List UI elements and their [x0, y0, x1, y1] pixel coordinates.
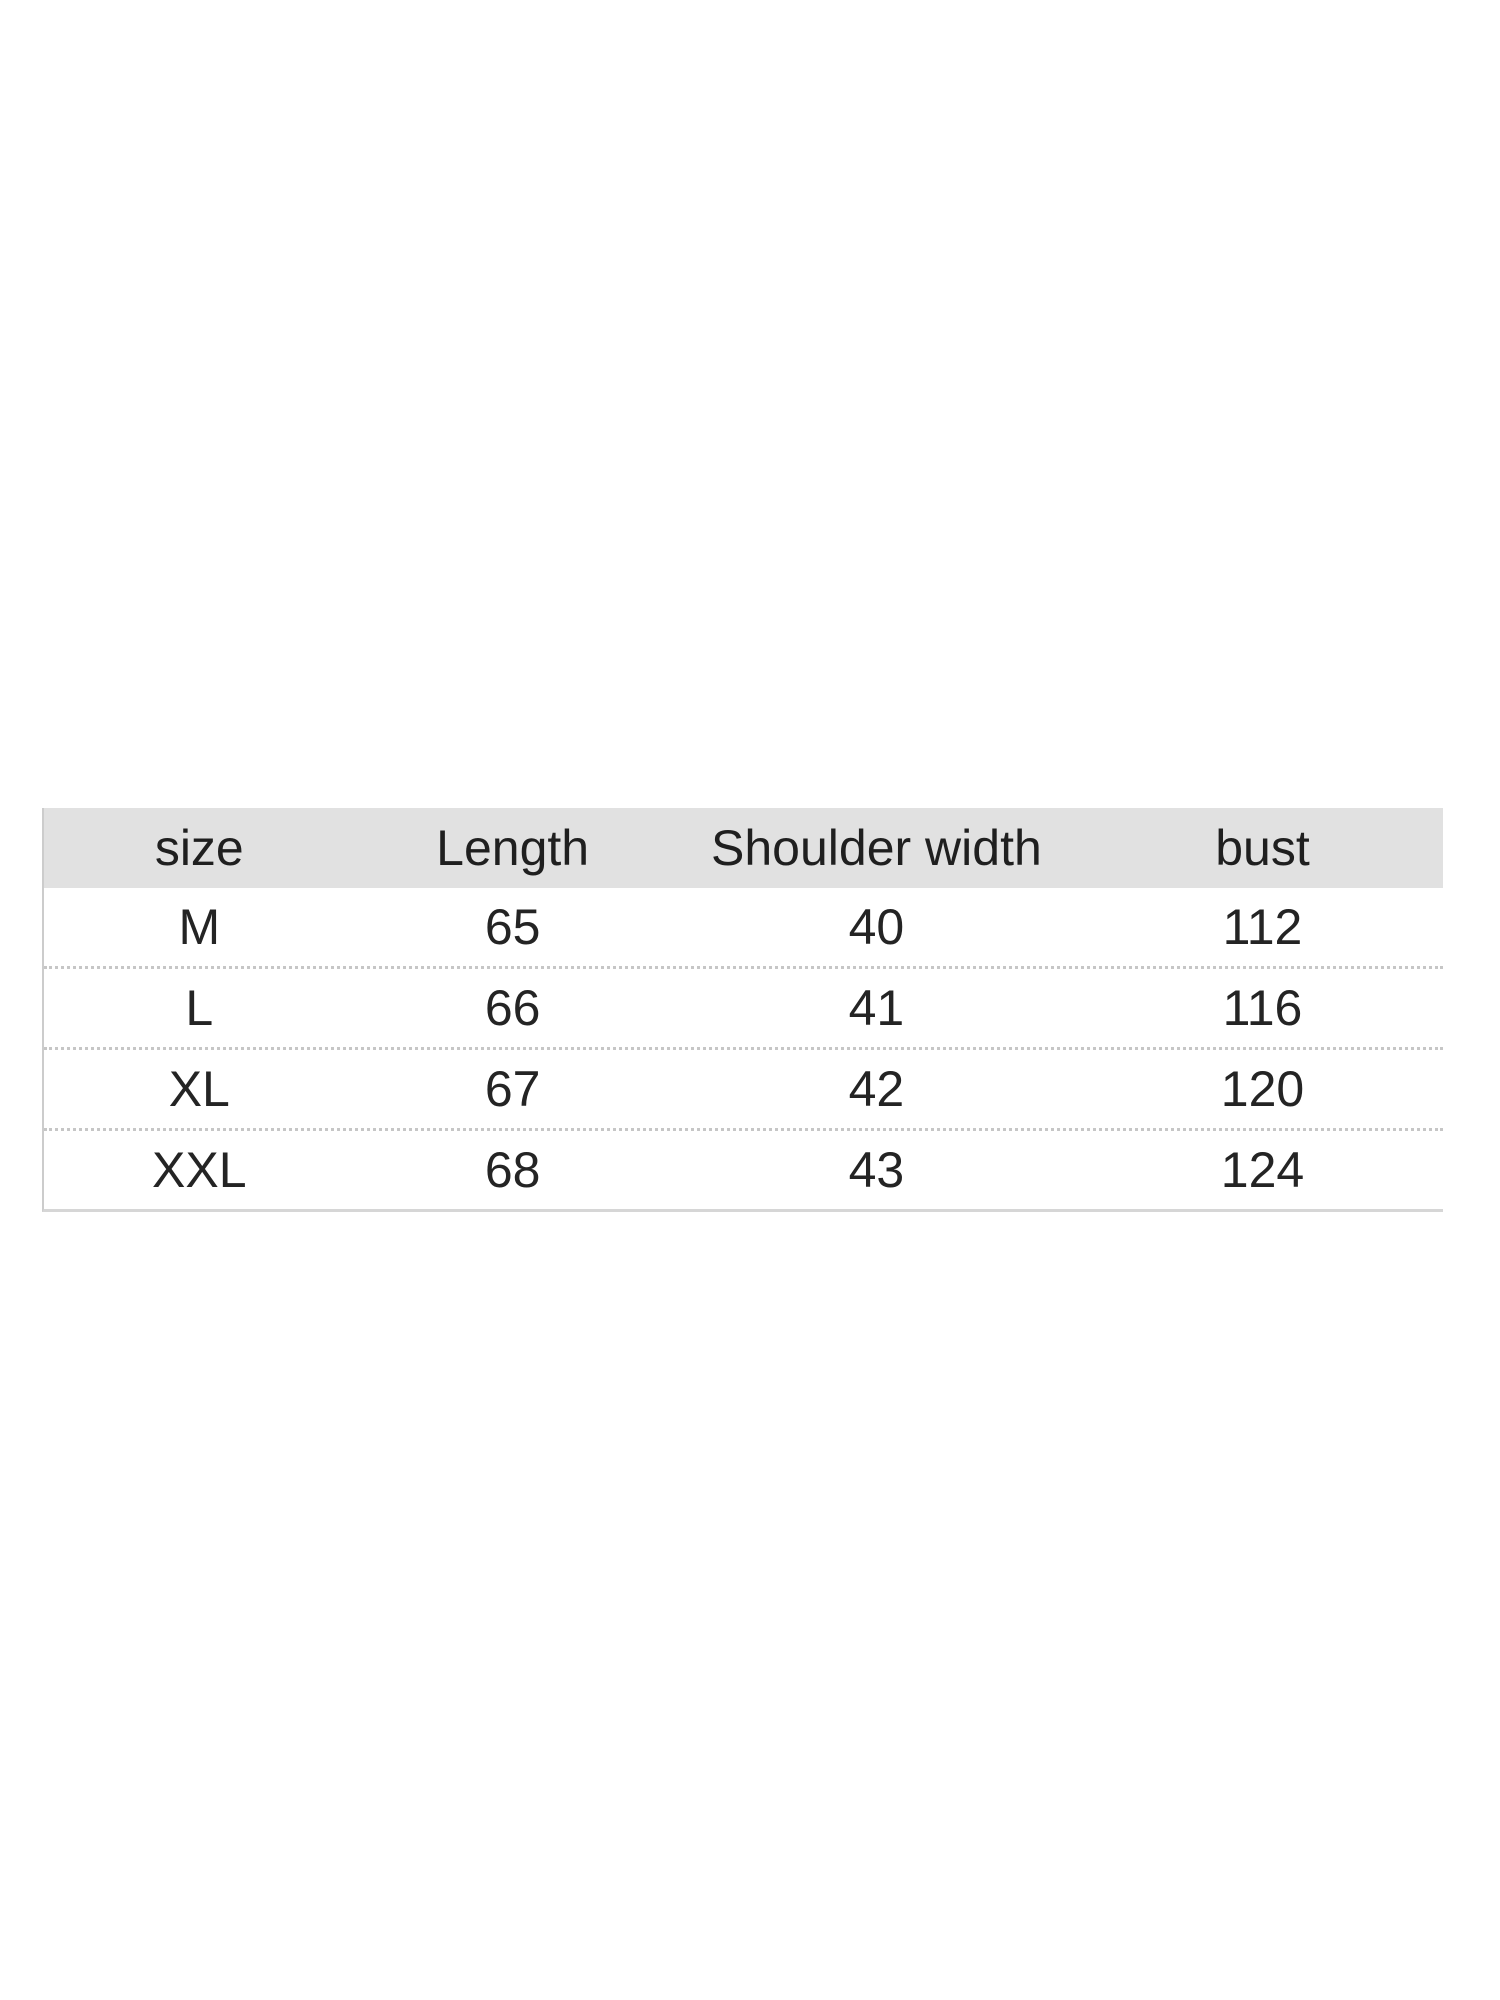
- cell-bust: 116: [1222, 980, 1303, 1036]
- table-row-l: L 66 41 116: [44, 966, 1443, 1047]
- cell-length: 65: [484, 899, 541, 955]
- header-row: size Length Shoulder width bust: [44, 808, 1443, 888]
- table-row-xxl: XXL 68 43 124: [44, 1128, 1443, 1209]
- cell-size: XL: [168, 1061, 230, 1117]
- size-chart-table: size Length Shoulder width bust M 65 40 …: [42, 808, 1443, 1212]
- cell-length: 68: [484, 1142, 541, 1198]
- table-row-m: M 65 40 112: [44, 888, 1443, 966]
- header-cell-bust: bust: [1215, 820, 1310, 876]
- cell-bust: 112: [1222, 899, 1303, 955]
- cell-shoulder-width: 40: [848, 899, 905, 955]
- header-cell-shoulder-width: Shoulder width: [711, 820, 1042, 876]
- cell-length: 66: [484, 980, 541, 1036]
- cell-bust: 124: [1220, 1142, 1305, 1198]
- cell-size: XXL: [152, 1142, 247, 1198]
- cell-shoulder-width: 43: [848, 1142, 905, 1198]
- cell-shoulder-width: 42: [848, 1061, 905, 1117]
- cell-length: 67: [484, 1061, 541, 1117]
- header-cell-length: Length: [436, 820, 590, 876]
- header-cell-size: size: [154, 820, 244, 876]
- cell-shoulder-width: 41: [848, 980, 905, 1036]
- cell-size: M: [178, 899, 221, 955]
- cell-bust: 120: [1220, 1061, 1305, 1117]
- cell-size: L: [185, 980, 214, 1036]
- table-row-xl: XL 67 42 120: [44, 1047, 1443, 1128]
